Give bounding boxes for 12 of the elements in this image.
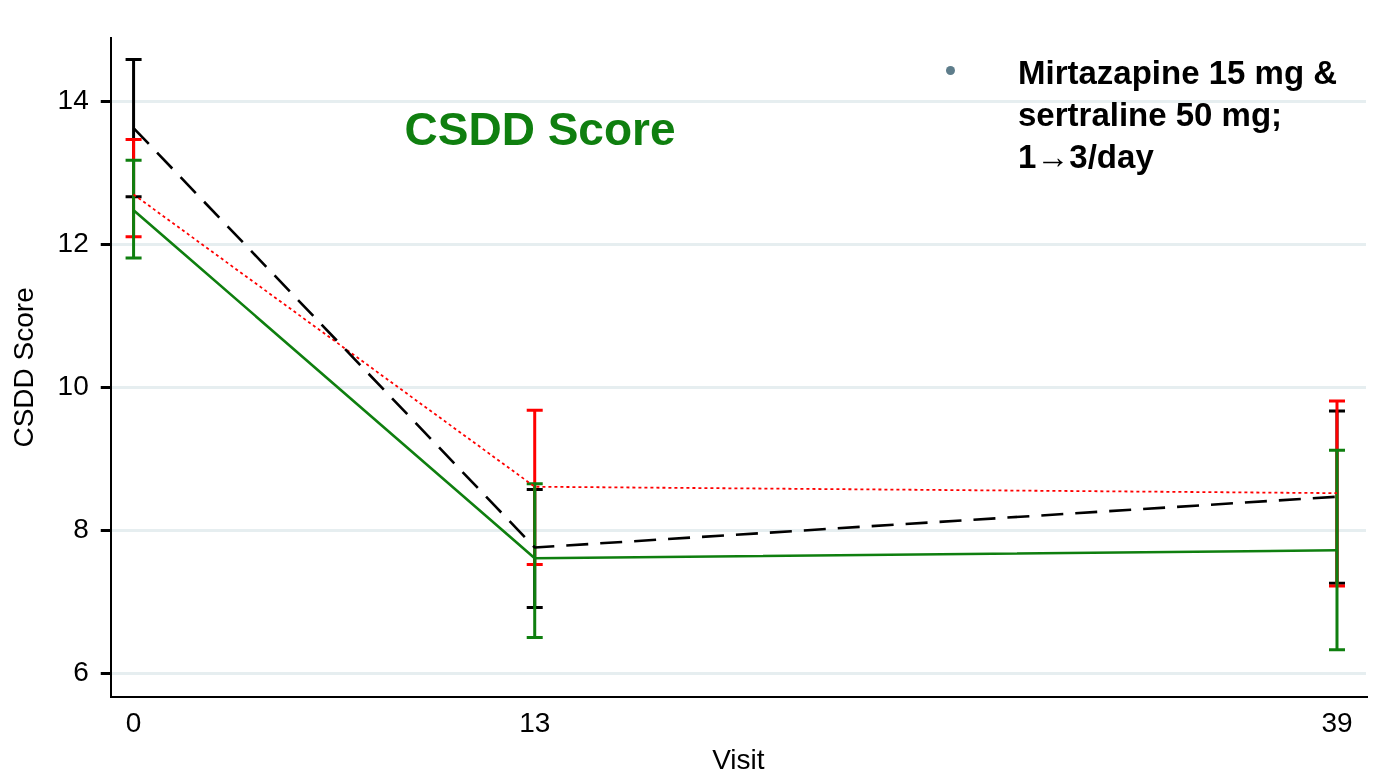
y-tick-label: 12 <box>57 227 89 259</box>
x-axis-title: Visit <box>712 743 765 775</box>
y-tick-label: 6 <box>73 655 89 687</box>
y-tick-label: 14 <box>57 84 89 116</box>
x-tick-label: 13 <box>519 707 551 739</box>
y-tick-label: 8 <box>73 513 89 545</box>
annotation: Mirtazapine 15 mg & sertraline 50 mg; 1→3/day <box>1018 53 1339 177</box>
x-tick-label: 39 <box>1321 707 1353 739</box>
text: CSDD Score <box>404 102 676 155</box>
x-tick-label: 0 <box>125 707 142 739</box>
y-tick-label: 10 <box>57 370 89 402</box>
y-axis-title: CSDD Score <box>7 287 39 448</box>
